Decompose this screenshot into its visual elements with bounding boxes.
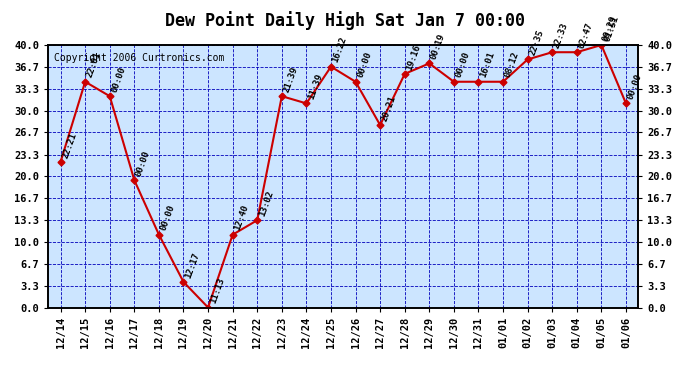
- Text: 16:01: 16:01: [478, 51, 496, 79]
- Text: Copyright 2006 Curtronics.com: Copyright 2006 Curtronics.com: [55, 53, 224, 63]
- Text: 19:16: 19:16: [405, 43, 422, 71]
- Text: 08:12: 08:12: [503, 51, 521, 79]
- Text: 00:00: 00:00: [135, 149, 152, 178]
- Text: 00:00: 00:00: [626, 72, 644, 101]
- Text: 22:21: 22:21: [61, 131, 78, 159]
- Text: 20:21: 20:21: [380, 94, 398, 123]
- Text: 22:33: 22:33: [552, 21, 570, 50]
- Text: 00:00: 00:00: [159, 204, 177, 232]
- Text: 11:13: 11:13: [208, 276, 226, 305]
- Text: Dew Point Daily High Sat Jan 7 00:00: Dew Point Daily High Sat Jan 7 00:00: [165, 11, 525, 30]
- Text: 22:35: 22:35: [528, 28, 545, 57]
- Text: 12:17: 12:17: [184, 251, 201, 279]
- Text: 02:47: 02:47: [577, 21, 595, 50]
- Text: 00:00: 00:00: [110, 65, 128, 94]
- Text: 00:00: 00:00: [454, 51, 471, 79]
- Text: 00:19: 00:19: [429, 32, 447, 61]
- Text: 22:01: 22:01: [85, 51, 103, 79]
- Text: 00:00: 00:00: [355, 51, 373, 79]
- Text: 11:39: 11:39: [306, 72, 324, 101]
- Text: 01:51: 01:51: [602, 15, 620, 43]
- Text: 12:40: 12:40: [233, 204, 250, 232]
- Text: 13:02: 13:02: [257, 189, 275, 217]
- Text: 16:22: 16:22: [331, 36, 348, 64]
- Text: 09:29: 09:29: [602, 14, 619, 42]
- Text: 21:39: 21:39: [282, 65, 299, 94]
